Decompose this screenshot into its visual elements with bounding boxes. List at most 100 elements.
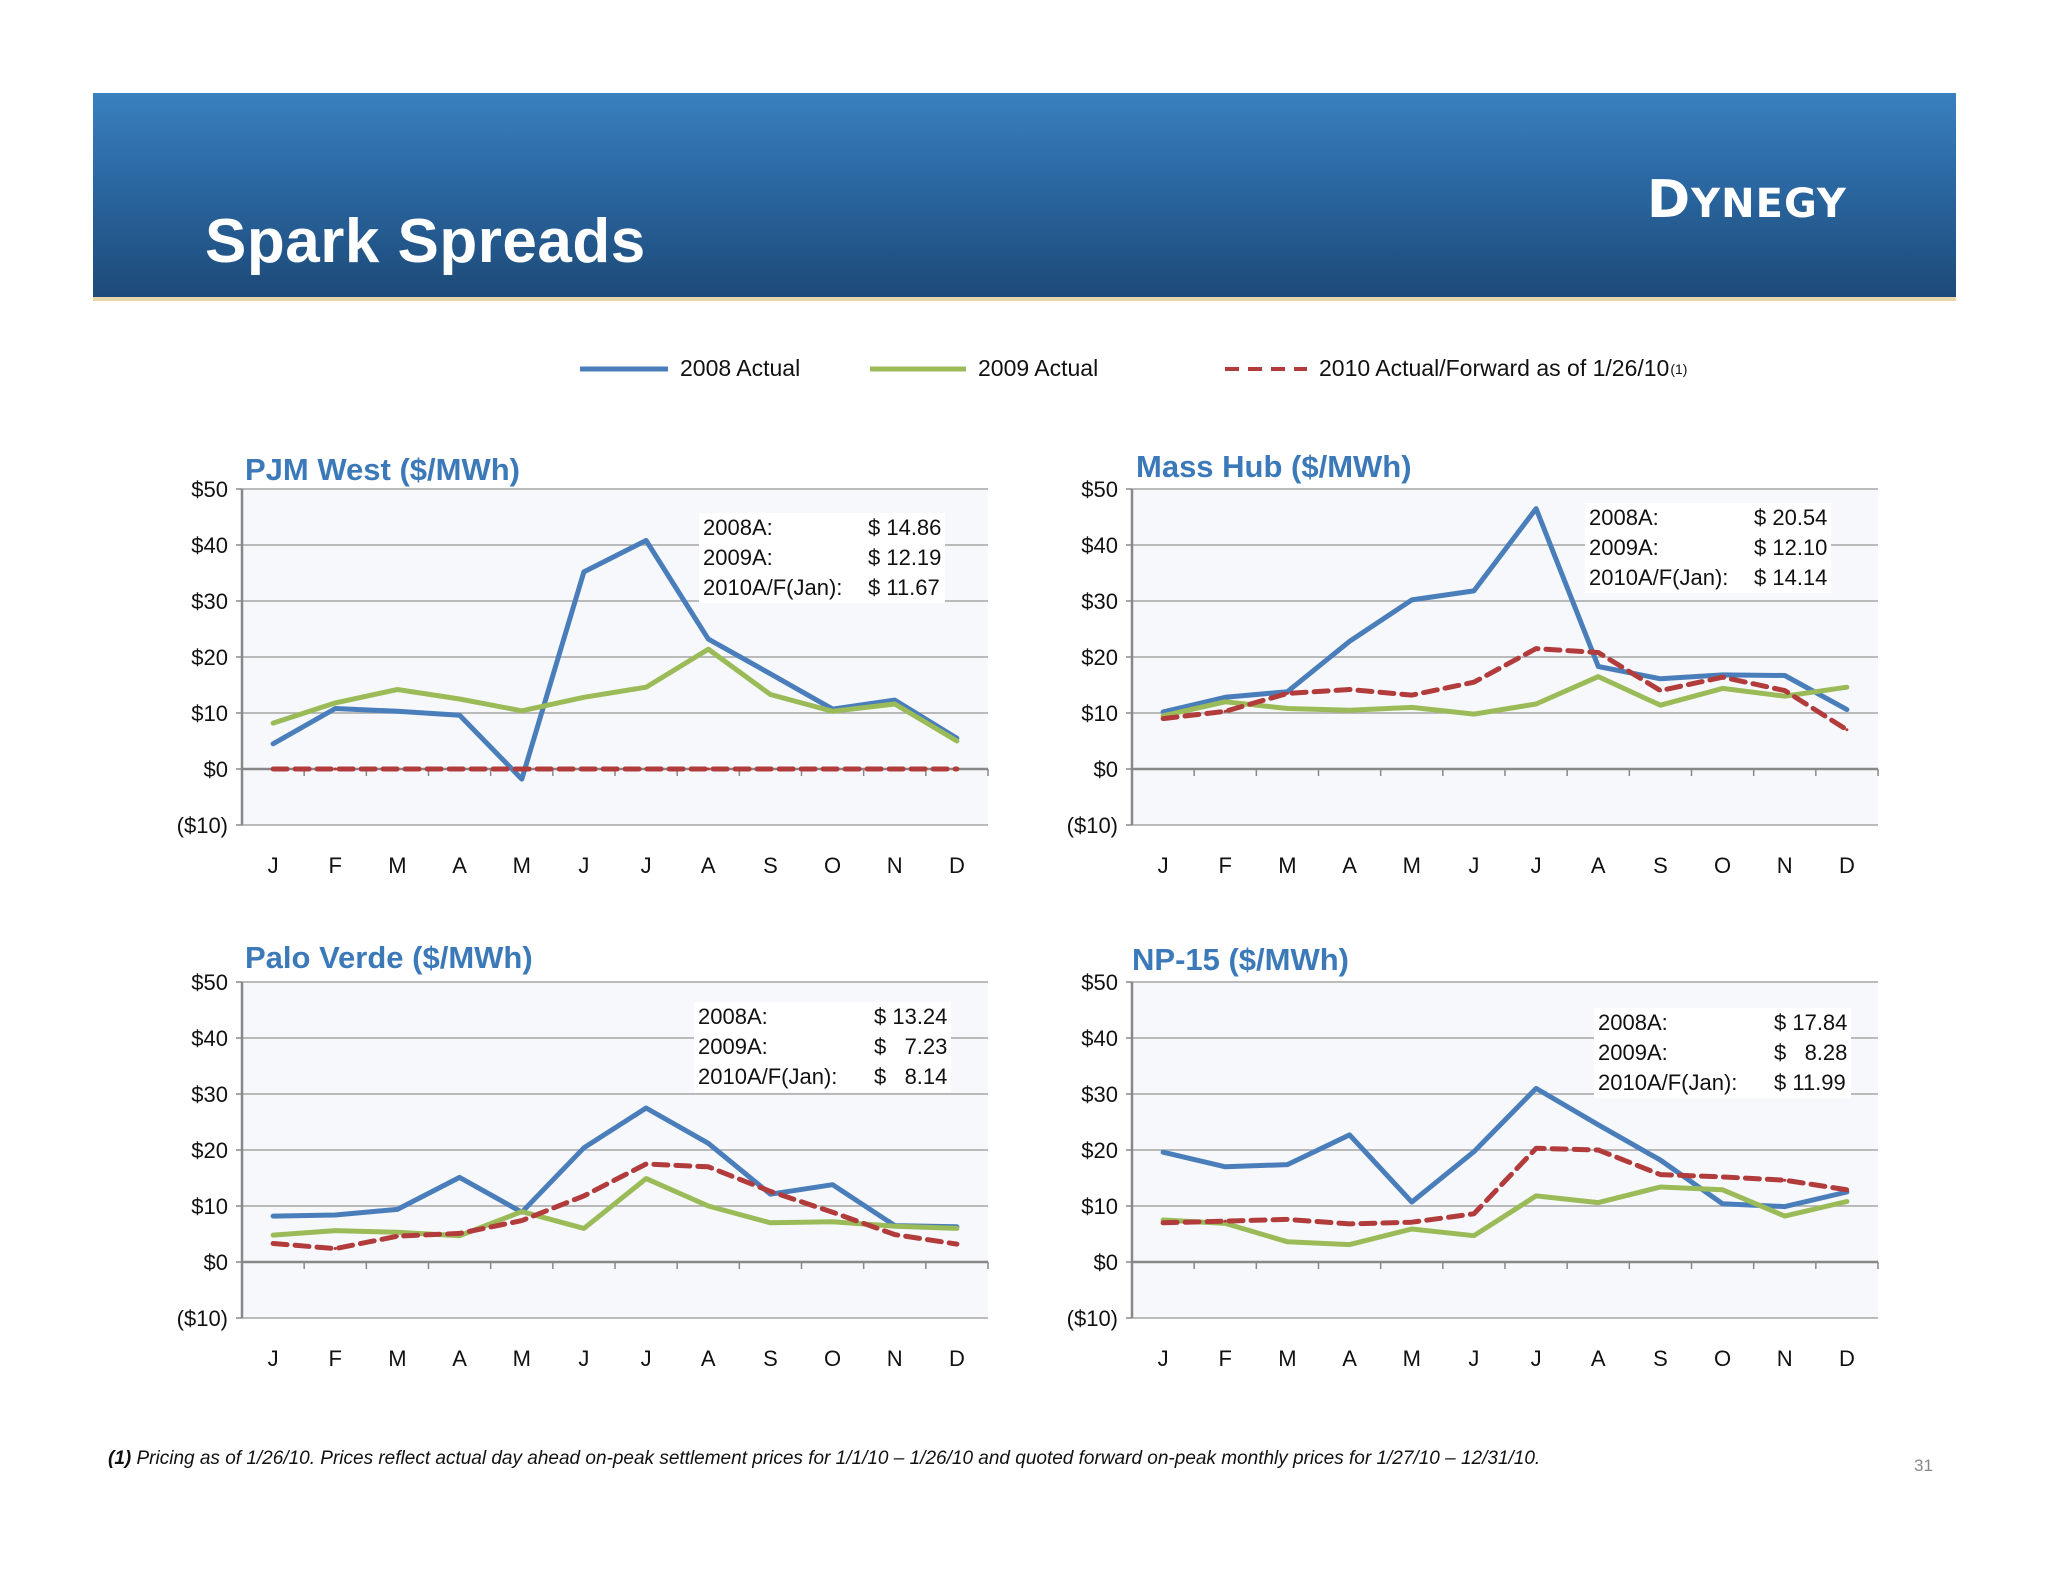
data-point-2010	[1596, 1148, 1600, 1152]
data-point-2009	[831, 1220, 835, 1224]
data-point-2009	[706, 1204, 710, 1208]
x-tick-label: M	[388, 1346, 406, 1371]
y-tick-label: $0	[204, 757, 228, 782]
stat-value: $ 14.14	[1754, 565, 1828, 590]
data-point-2010	[1721, 675, 1725, 679]
footnote: (1) Pricing as of 1/26/10. Prices reflec…	[108, 1448, 1540, 1470]
data-point-2009	[955, 739, 959, 743]
data-point-2009	[1285, 1240, 1289, 1244]
y-tick-label: ($10)	[1067, 813, 1118, 838]
stat-value: $ 13.24	[874, 1004, 948, 1029]
data-point-2010	[1285, 1217, 1289, 1221]
y-tick-label: ($10)	[1067, 1306, 1118, 1331]
x-tick-label: N	[887, 853, 903, 878]
data-point-2008	[271, 1214, 275, 1218]
stat-label: 2009A:	[1589, 535, 1659, 560]
x-tick-label: S	[1653, 853, 1668, 878]
y-tick-label: $40	[191, 533, 228, 558]
y-tick-label: $50	[191, 477, 228, 502]
y-tick-label: $30	[1081, 589, 1118, 614]
data-point-2008	[520, 777, 524, 781]
x-tick-label: D	[949, 853, 965, 878]
data-point-2009	[1845, 1200, 1849, 1204]
data-point-2008	[644, 1106, 648, 1110]
data-point-2008	[1410, 1200, 1414, 1204]
x-tick-label: J	[1158, 853, 1169, 878]
data-point-2010	[1596, 651, 1600, 655]
title-banner	[93, 93, 1956, 297]
x-tick-label: M	[513, 1346, 531, 1371]
data-point-2009	[1658, 703, 1662, 707]
data-point-2009	[395, 687, 399, 691]
y-tick-label: ($10)	[177, 1306, 228, 1331]
x-tick-label: A	[701, 853, 716, 878]
data-point-2010	[1348, 687, 1352, 691]
stat-label: 2009A:	[1598, 1040, 1668, 1065]
x-tick-label: F	[329, 1346, 342, 1371]
legend-2009-label: 2009 Actual	[978, 355, 1099, 381]
stat-label: 2009A:	[698, 1034, 768, 1059]
data-point-2010	[271, 1242, 275, 1246]
data-point-2008	[1658, 1158, 1662, 1162]
data-point-2009	[1348, 708, 1352, 712]
y-tick-label: $50	[1081, 970, 1118, 995]
y-tick-label: $50	[191, 970, 228, 995]
data-point-2009	[1721, 1188, 1725, 1192]
data-point-2010	[1783, 1178, 1787, 1182]
data-point-2009	[1534, 702, 1538, 706]
y-tick-label: $20	[1081, 645, 1118, 670]
data-point-2008	[1161, 1150, 1165, 1154]
series-line-2008	[1160, 506, 1850, 715]
data-point-2009	[1783, 694, 1787, 698]
data-point-2009	[768, 1221, 772, 1225]
data-point-2008	[1783, 1205, 1787, 1209]
x-tick-label: M	[1403, 853, 1421, 878]
page-number: 31	[1914, 1456, 1933, 1475]
data-point-2009	[893, 702, 897, 706]
data-point-2008	[582, 570, 586, 574]
data-point-2008	[271, 742, 275, 746]
series-line-2009	[1160, 674, 1850, 719]
data-point-2009	[1596, 1201, 1600, 1205]
chart-legend: 2008 Actual 2009 Actual 2010 Actual/Forw…	[0, 355, 2048, 395]
x-tick-label: A	[452, 1346, 467, 1371]
data-point-2009	[1285, 707, 1289, 711]
y-tick-label: $10	[191, 1194, 228, 1219]
stat-label: 2008A:	[1589, 505, 1659, 530]
chart-svg: ($10) $0 $10 $20 $30 $40 $50 J F M A M J J A S O N D	[177, 477, 989, 878]
x-tick-label: J	[578, 853, 589, 878]
data-point-2008	[458, 713, 462, 717]
y-tick-label: $10	[191, 701, 228, 726]
x-tick-label: A	[1342, 1346, 1357, 1371]
data-point-2009	[1658, 1185, 1662, 1189]
stat-value: $ 12.19	[868, 545, 942, 570]
x-tick-label: A	[1342, 853, 1357, 878]
x-tick-label: S	[763, 1346, 778, 1371]
x-tick-label: A	[1591, 853, 1606, 878]
data-point-2008	[893, 698, 897, 702]
data-point-2010	[458, 767, 462, 771]
stat-label: 2010A/F(Jan):	[698, 1064, 838, 1089]
stat-label: 2009A:	[703, 545, 773, 570]
x-tick-label: A	[701, 1346, 716, 1371]
y-tick-label: $20	[1081, 1138, 1118, 1163]
x-tick-label: N	[1777, 853, 1793, 878]
chart-pjm-west: ($10) $0 $10 $20 $30 $40 $50 J F M A M J J A S O N D	[160, 470, 1000, 895]
y-tick-label: $0	[1094, 757, 1118, 782]
data-point-2009	[582, 695, 586, 699]
data-point-2010	[582, 767, 586, 771]
data-point-2010	[1223, 709, 1227, 713]
stat-value: $ 7.23	[874, 1034, 948, 1059]
data-point-2009	[520, 709, 524, 713]
data-point-2009	[1534, 1194, 1538, 1198]
data-point-2009	[1783, 1214, 1787, 1218]
data-point-2009	[768, 693, 772, 697]
y-tick-label: $50	[1081, 477, 1118, 502]
data-point-2010	[955, 1242, 959, 1246]
legend-2010-label: 2010 Actual/Forward as of 1/26/10	[1319, 355, 1670, 381]
y-tick-label: $30	[191, 589, 228, 614]
data-point-2010	[644, 767, 648, 771]
x-tick-label: J	[641, 1346, 652, 1371]
chart-title-palo-verde: Palo Verde ($/MWh)	[245, 940, 533, 975]
data-point-2008	[1285, 1163, 1289, 1167]
